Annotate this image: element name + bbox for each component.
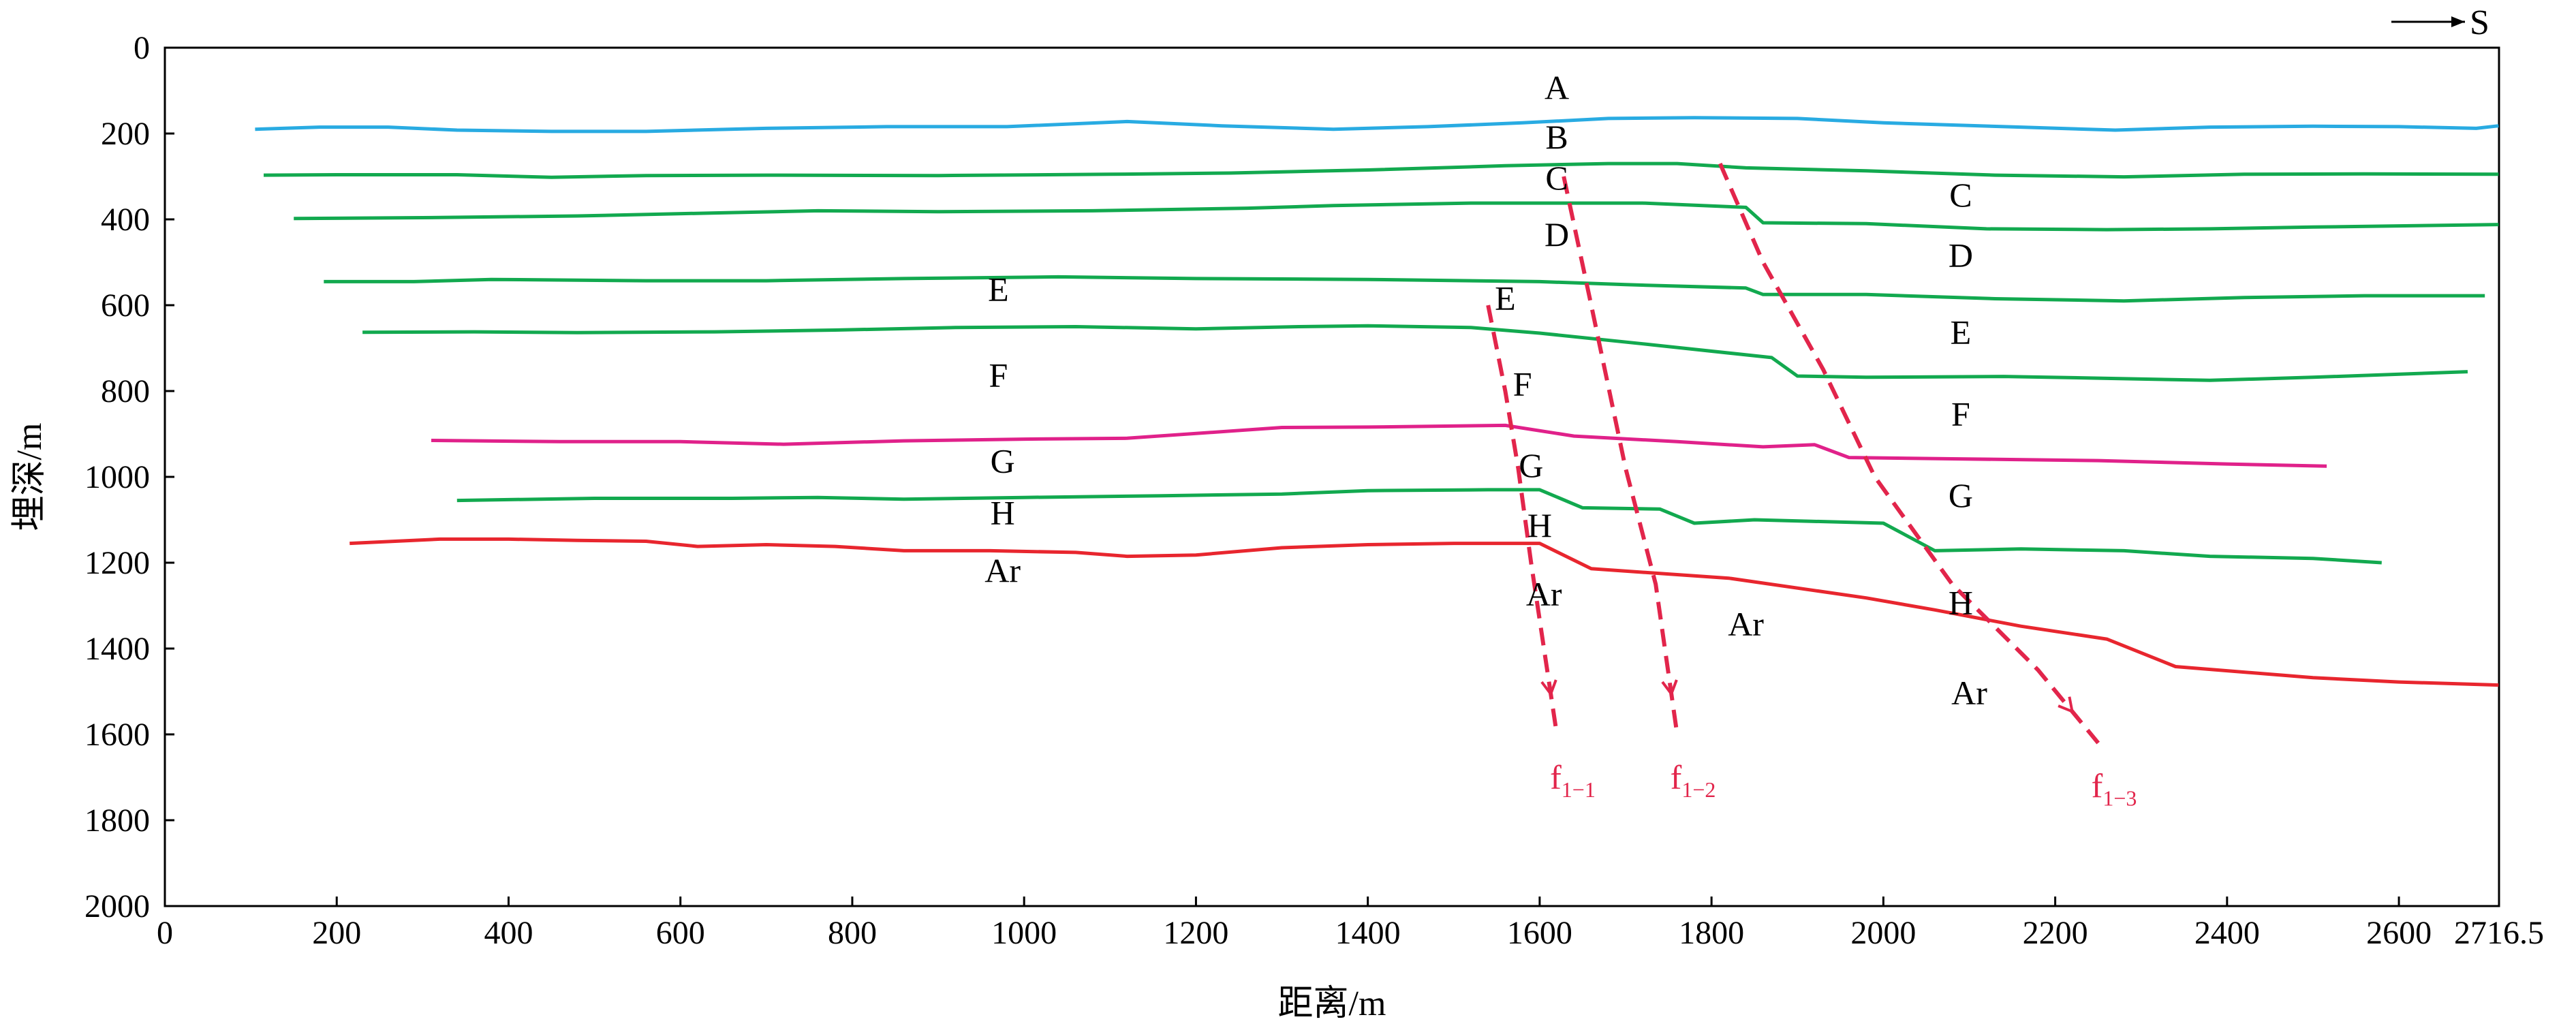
horizon-line-3	[324, 275, 2485, 303]
x-tick-label: 2000	[1850, 915, 1916, 951]
x-tick-label: 2400	[2194, 915, 2260, 951]
layer-label: F	[989, 356, 1008, 394]
x-axis-ticks: 0 200 400 600 800 1000 1200 1400 1600 1800 2000 220…	[157, 897, 2544, 951]
direction-arrowhead-icon	[2451, 16, 2465, 27]
y-tick-label: 600	[101, 287, 150, 324]
x-tick-label: 1800	[1679, 915, 1744, 951]
horizon-line-6	[456, 488, 2382, 565]
y-tick-label: 1600	[84, 717, 150, 753]
x-tick-label: 1400	[1335, 915, 1401, 951]
fault-line-2	[1718, 162, 2100, 745]
x-tick-label: 1600	[1507, 915, 1572, 951]
horizon-lines	[255, 116, 2499, 687]
fault-line-0	[1486, 305, 1559, 735]
layer-label: D	[1949, 236, 1973, 274]
layer-label: F	[1951, 394, 1970, 433]
x-tick-label: 600	[656, 915, 705, 951]
y-tick-label: 1400	[84, 631, 150, 667]
y-axis-title: 埋深/m	[10, 423, 49, 531]
x-tick-label: 1000	[991, 915, 1057, 951]
layer-label: A	[1545, 69, 1569, 107]
x-tick-label: 2200	[2023, 915, 2088, 951]
layer-label: H	[1527, 506, 1552, 544]
layer-label: E	[988, 270, 1009, 309]
x-tick-label: 800	[828, 915, 877, 951]
fault-label-1: f1−2	[1671, 758, 1716, 802]
y-tick-label: 200	[101, 116, 150, 152]
horizon-line-5	[431, 423, 2327, 468]
fault-lines: f1−1 f1−2 f1−3	[1486, 162, 2137, 811]
fault-arrow-icon	[1540, 679, 1557, 697]
layer-label: G	[991, 442, 1015, 480]
layer-label: G	[1519, 446, 1543, 484]
fault-arrow-icon	[1661, 679, 1678, 697]
x-axis-title: 距离/m	[1278, 984, 1386, 1023]
layer-label: C	[1949, 176, 1972, 214]
layer-label: E	[1951, 313, 1972, 352]
x-tick-label: 2600	[2366, 915, 2432, 951]
horizon-line-1	[263, 161, 2499, 179]
y-tick-label: 1200	[84, 545, 150, 581]
fault-label-2: f1−3	[2092, 767, 2137, 811]
y-tick-label: 2000	[84, 888, 150, 924]
layer-label: F	[1513, 364, 1532, 403]
layer-label: H	[1949, 584, 1973, 622]
direction-label: S	[2470, 3, 2489, 42]
horizon-line-7	[350, 537, 2499, 687]
fault-line-1	[1562, 176, 1679, 735]
x-tick-label: 0	[157, 915, 173, 951]
horizon-line-2	[294, 201, 2499, 232]
y-tick-label: 400	[101, 202, 150, 238]
x-tick-label: 200	[312, 915, 361, 951]
horizon-line-4	[362, 324, 2468, 382]
y-tick-label: 1000	[84, 459, 150, 495]
x-tick-label: 400	[484, 915, 533, 951]
layer-label: Ar	[984, 551, 1021, 589]
layer-label: Ar	[1728, 605, 1764, 643]
y-tick-label: 1800	[84, 803, 150, 839]
layer-label: Ar	[1526, 575, 1562, 613]
layer-label: B	[1545, 118, 1568, 156]
fault-label-0: f1−1	[1550, 758, 1596, 802]
direction-indicator: S	[2391, 3, 2489, 42]
horizon-line-0	[255, 116, 2499, 134]
layer-label: C	[1545, 159, 1568, 197]
x-tick-label: 1200	[1163, 915, 1228, 951]
layer-label: D	[1545, 215, 1569, 253]
x-tick-label: 2716.5	[2454, 915, 2544, 951]
y-tick-label: 800	[101, 373, 150, 409]
layer-label: Ar	[1951, 674, 1987, 712]
layer-label: H	[991, 493, 1015, 531]
layer-label: G	[1949, 476, 1973, 514]
y-axis-ticks: 0 200 400 600 800 1000 1200 1400 1600 1800 2000	[84, 30, 174, 924]
y-tick-label: 0	[134, 30, 150, 66]
layer-label: E	[1495, 279, 1516, 317]
fault-arrow-icon	[2058, 696, 2075, 714]
